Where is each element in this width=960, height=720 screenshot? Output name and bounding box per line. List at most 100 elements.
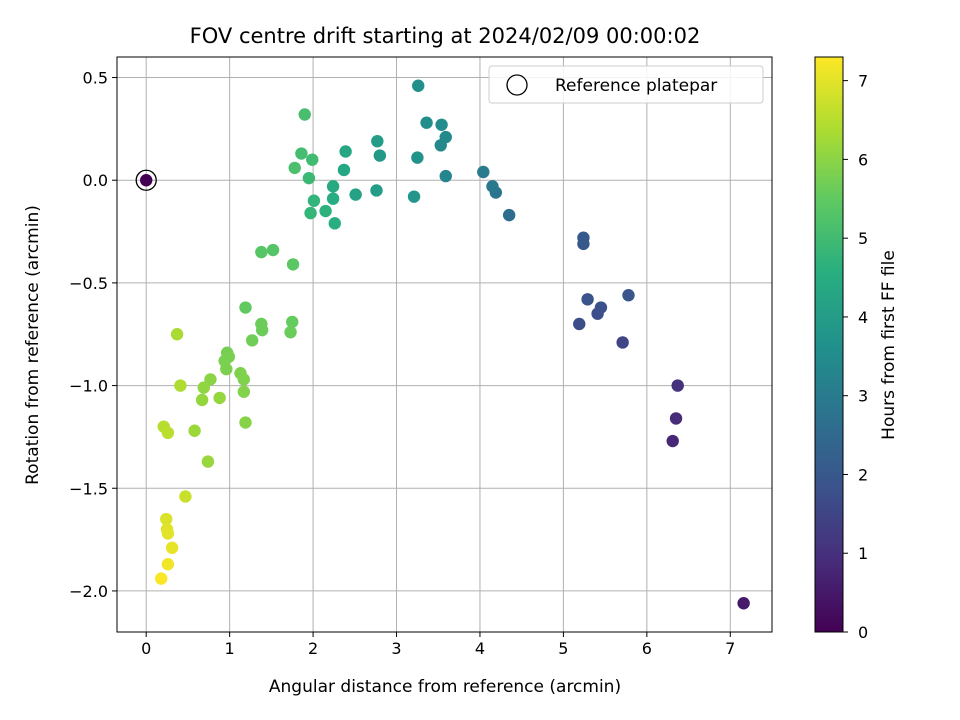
legend: Reference platepar (488, 65, 764, 104)
data-point (302, 171, 316, 185)
colorbar-tick-label: 6 (858, 150, 868, 169)
data-point (669, 412, 683, 425)
data-point (407, 190, 421, 203)
data-point (412, 79, 425, 92)
data-point (477, 165, 490, 179)
data-point (326, 192, 340, 205)
x-tick-label: 0 (141, 639, 151, 658)
data-point (486, 180, 499, 193)
data-point (195, 393, 209, 407)
reference-marker (135, 169, 157, 191)
data-point (237, 385, 251, 398)
x-tick-label: 4 (475, 639, 485, 658)
data-point (295, 147, 308, 160)
data-point (161, 426, 175, 440)
data-point (286, 258, 300, 271)
colorbar-label: Hours from first FF file (879, 250, 899, 440)
data-point (306, 153, 319, 166)
colorbar-tick-label: 1 (858, 544, 868, 563)
data-point (161, 527, 175, 540)
y-tick-label: −1.0 (69, 377, 108, 396)
data-point (307, 194, 321, 207)
data-point (439, 130, 452, 144)
data-point (298, 108, 311, 121)
data-point (204, 373, 217, 386)
data-point (581, 293, 594, 306)
data-point (245, 334, 259, 347)
data-point (577, 231, 590, 244)
data-point (349, 188, 362, 201)
legend-label: Reference platepar (555, 76, 717, 96)
y-tick-label: −1.5 (69, 479, 108, 498)
data-point (201, 455, 215, 468)
data-point (255, 245, 268, 259)
data-point (197, 381, 210, 394)
x-tick-label: 2 (308, 639, 318, 658)
data-point (439, 169, 452, 183)
data-point (435, 118, 448, 131)
colorbar: 0 1 2 3 4 5 6 7 Hours from first FF file (814, 56, 899, 642)
y-tick-label: −0.5 (69, 274, 108, 293)
colorbar-gradient (814, 56, 844, 633)
y-axis-label: Rotation from reference (arcmin) (23, 205, 43, 485)
data-point (155, 572, 168, 585)
legend-marker (506, 74, 528, 96)
data-point (161, 558, 175, 571)
data-point (140, 174, 153, 187)
x-axis-label: Angular distance from reference (arcmin) (269, 677, 621, 697)
data-point (373, 149, 387, 162)
data-point (616, 336, 629, 349)
data-point (737, 597, 750, 610)
x-tick-label: 1 (225, 639, 235, 658)
colorbar-tick-label: 4 (858, 308, 868, 327)
y-tick-label: 0.0 (83, 171, 108, 190)
data-point (239, 416, 252, 429)
x-tick-label: 7 (725, 639, 735, 658)
data-point (326, 180, 340, 193)
grid-lines (117, 57, 772, 632)
x-axis-ticks: 0 1 2 3 4 5 6 7 (141, 632, 735, 658)
data-point (288, 161, 301, 175)
colorbar-tick-label: 2 (858, 465, 868, 484)
data-point (420, 116, 433, 129)
data-points (135, 79, 750, 610)
data-point (174, 379, 187, 392)
data-point (411, 151, 424, 164)
data-point (255, 323, 269, 337)
colorbar-ticks: 0 1 2 3 4 5 6 7 (843, 72, 868, 642)
colorbar-tick-label: 0 (858, 623, 868, 642)
colorbar-tick-label: 3 (858, 387, 868, 406)
data-point (170, 328, 184, 341)
x-tick-label: 6 (642, 639, 652, 658)
data-point (213, 391, 226, 405)
data-point (220, 362, 233, 376)
data-point (179, 490, 192, 503)
data-point (594, 301, 608, 314)
data-point (337, 163, 351, 177)
data-point (239, 301, 252, 314)
data-point (237, 373, 251, 386)
legend-box (488, 65, 764, 104)
data-point (188, 424, 201, 437)
data-point (284, 325, 297, 339)
data-point (339, 145, 352, 158)
data-point (286, 315, 299, 329)
chart-title: FOV centre drift starting at 2024/02/09 … (190, 24, 701, 48)
data-point (371, 134, 384, 148)
colorbar-tick-label: 7 (858, 72, 868, 91)
y-axis-ticks: 0.5 0.0 −0.5 −1.0 −1.5 −2.0 (69, 69, 117, 601)
data-point (266, 243, 280, 257)
data-point (304, 206, 317, 220)
y-tick-label: 0.5 (83, 69, 108, 88)
data-point (622, 289, 635, 302)
data-point (502, 208, 516, 222)
data-point (165, 541, 179, 555)
data-point (319, 204, 332, 218)
x-tick-label: 3 (391, 639, 401, 658)
data-point (370, 184, 383, 197)
y-tick-label: −2.0 (69, 582, 108, 601)
data-point (666, 434, 679, 448)
data-point (573, 317, 586, 331)
